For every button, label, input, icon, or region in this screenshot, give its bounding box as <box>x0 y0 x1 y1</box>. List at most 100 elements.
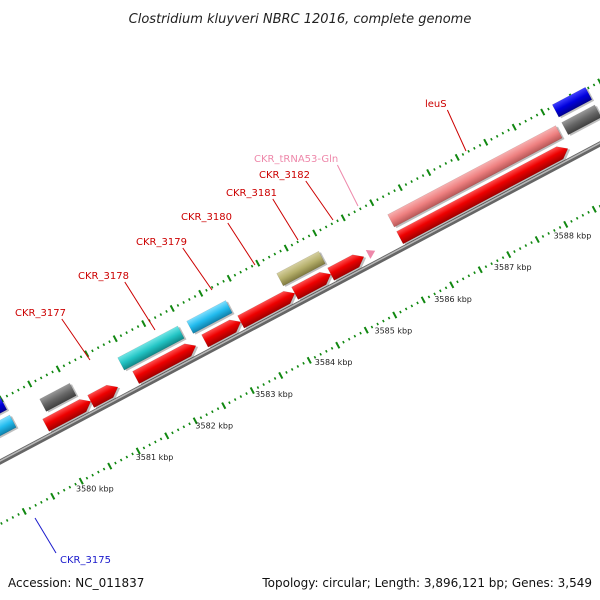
tick-mark <box>0 522 3 525</box>
tick-mark <box>169 304 175 313</box>
tick-mark <box>592 83 596 87</box>
tick-mark <box>205 413 208 417</box>
tick-mark <box>364 204 368 208</box>
tick-mark <box>330 222 334 226</box>
gene-label[interactable]: CKR_3178 <box>78 271 129 282</box>
tick-mark <box>541 235 545 238</box>
tick-mark <box>587 210 590 214</box>
scale-tick-label: 3582 kbp <box>195 421 233 430</box>
tick-mark <box>399 310 402 314</box>
tick-mark <box>216 282 220 286</box>
gene-body <box>291 271 332 300</box>
tick-mark <box>159 313 163 316</box>
gene-feature-gray[interactable] <box>39 382 79 413</box>
tick-mark <box>404 183 408 187</box>
gene-ckr-3179-body[interactable] <box>201 315 247 349</box>
tick-mark <box>495 134 499 138</box>
gene-ckr-3180-body[interactable] <box>237 286 301 330</box>
genome-backbone-highlight <box>0 142 600 462</box>
gene-leus-feature[interactable] <box>387 125 565 229</box>
gene-leus-body[interactable] <box>396 142 574 246</box>
tick-mark <box>342 340 345 344</box>
gene-label[interactable]: CKR_3177 <box>15 308 66 319</box>
tick-mark <box>222 279 225 283</box>
tick-mark <box>176 428 180 432</box>
tick-mark <box>420 296 426 304</box>
tick-mark <box>410 180 413 184</box>
tick-mark <box>416 177 419 180</box>
gene-ckr-3178-feature[interactable] <box>117 325 187 372</box>
gene-label[interactable]: CKR_3182 <box>259 170 310 181</box>
tick-mark <box>478 143 482 147</box>
tick-mark <box>267 255 271 259</box>
gene-label[interactable]: CKR_3181 <box>226 188 277 199</box>
tick-mark <box>50 492 56 500</box>
tick-mark <box>467 274 471 278</box>
gene-ckr-3181-feature[interactable] <box>276 250 328 288</box>
tick-mark <box>91 473 94 477</box>
gene-label[interactable]: CKR_3180 <box>181 212 232 223</box>
tick-mark <box>21 507 27 515</box>
gene-ckr-3177-body[interactable] <box>42 395 97 434</box>
gene-ckr-3179-feature[interactable] <box>186 300 235 336</box>
gene-ckr-3178-body[interactable] <box>132 339 202 386</box>
gene-body <box>276 250 326 287</box>
gene-body <box>39 382 77 412</box>
tick-mark <box>359 331 362 335</box>
scale-tick-label: 3585 kbp <box>374 326 412 335</box>
tick-mark <box>39 376 43 380</box>
scale-tick-label: 3586 kbp <box>434 295 472 304</box>
tick-mark <box>534 235 540 244</box>
tick-mark <box>141 320 147 328</box>
tick-mark <box>268 380 271 383</box>
gene-ckr-3175-body[interactable] <box>0 396 10 433</box>
tick-mark <box>444 162 448 165</box>
tick-mark <box>154 440 157 444</box>
tick-mark <box>239 395 243 399</box>
gene-feature-edge-blue[interactable] <box>551 86 595 119</box>
tick-mark <box>461 152 465 156</box>
tick-mark <box>319 352 322 356</box>
tick-mark <box>221 402 227 410</box>
gene-feature-edge-gray[interactable] <box>561 104 600 136</box>
tick-mark <box>530 241 533 244</box>
tick-mark <box>450 158 453 162</box>
tick-mark <box>62 364 66 368</box>
gene-ckr-3182-body[interactable] <box>327 250 370 282</box>
gene-trna-feature[interactable] <box>365 246 378 259</box>
gene-label[interactable]: leuS <box>425 99 447 110</box>
tick-mark <box>119 334 123 338</box>
tick-mark <box>290 243 294 247</box>
gene-ckr-3175-feature[interactable] <box>0 414 19 450</box>
tick-mark <box>376 198 379 202</box>
gene-label-leader <box>34 517 57 554</box>
tick-mark <box>496 259 499 263</box>
tick-mark <box>438 165 442 168</box>
tick-mark <box>535 113 539 117</box>
gene-ckr-3181-body[interactable] <box>291 267 337 301</box>
tick-mark <box>102 343 106 347</box>
tick-mark <box>171 431 174 435</box>
tick-mark <box>530 116 533 120</box>
tick-mark <box>119 458 123 462</box>
tick-mark <box>483 138 489 146</box>
tick-mark <box>79 355 83 359</box>
gene-label[interactable]: CKR_3179 <box>136 237 187 248</box>
tick-mark <box>313 355 317 359</box>
tick-mark <box>511 123 517 131</box>
tick-mark <box>558 225 562 229</box>
gene-cds-small[interactable] <box>87 380 124 409</box>
gene-label[interactable]: CKR_tRNA53-Gln <box>254 154 338 165</box>
tick-mark <box>426 168 432 177</box>
tick-mark <box>325 349 328 353</box>
tick-mark <box>255 259 261 267</box>
gene-label[interactable]: CKR_3175 <box>60 555 111 566</box>
tick-mark <box>210 285 214 289</box>
gene-body <box>117 325 185 371</box>
tick-mark <box>74 358 77 362</box>
tick-mark <box>114 461 117 465</box>
tick-mark <box>164 432 170 440</box>
tick-mark <box>22 385 26 389</box>
gene-body <box>0 396 8 431</box>
